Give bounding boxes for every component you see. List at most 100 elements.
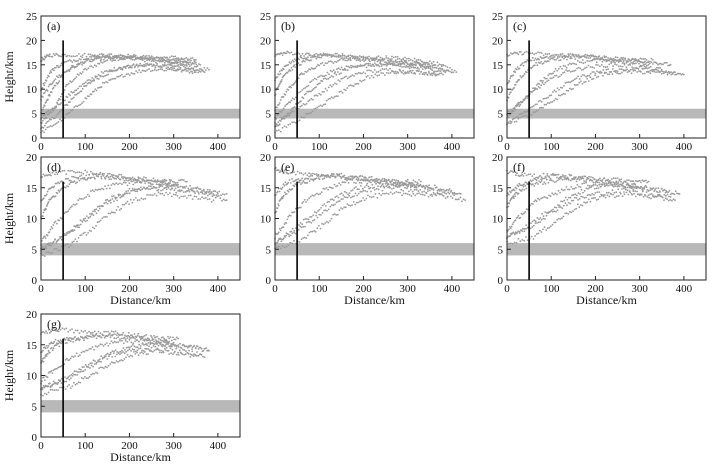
- data-point: [552, 193, 555, 196]
- data-point: [387, 179, 389, 182]
- data-point: [510, 225, 513, 228]
- data-point: [42, 376, 45, 379]
- data-point: [127, 66, 130, 69]
- data-point: [517, 117, 520, 120]
- data-point: [344, 59, 346, 62]
- data-point: [416, 67, 418, 70]
- data-point: [306, 174, 309, 177]
- data-point: [554, 54, 556, 56]
- data-point: [607, 59, 610, 62]
- data-point: [513, 197, 515, 200]
- data-point: [165, 59, 168, 62]
- data-point: [288, 112, 291, 115]
- data-point: [63, 363, 66, 366]
- data-point: [187, 346, 189, 349]
- data-point: [560, 188, 563, 191]
- data-point: [564, 177, 567, 179]
- data-point: [302, 237, 304, 239]
- data-point: [353, 56, 355, 58]
- data-point: [613, 182, 616, 185]
- data-point: [78, 368, 81, 370]
- data-point: [599, 65, 601, 68]
- data-point: [421, 73, 424, 75]
- data-point: [299, 105, 302, 108]
- data-point: [199, 188, 202, 191]
- data-point: [551, 101, 554, 103]
- data-point: [404, 56, 406, 59]
- data-point: [561, 200, 564, 203]
- data-point: [99, 74, 101, 77]
- data-point: [516, 66, 519, 68]
- data-point: [374, 73, 377, 76]
- data-point: [133, 333, 136, 335]
- data-point: [530, 235, 533, 238]
- data-point: [608, 73, 611, 76]
- data-point: [172, 193, 175, 196]
- data-point: [131, 55, 133, 57]
- data-point: [164, 182, 167, 185]
- data-point: [579, 56, 582, 59]
- data-point: [278, 119, 281, 122]
- data-point: [95, 208, 98, 211]
- data-point: [649, 65, 652, 68]
- data-point: [322, 223, 325, 226]
- data-point: [75, 203, 78, 205]
- data-point: [133, 198, 135, 201]
- data-point: [43, 255, 46, 257]
- data-point: [85, 215, 88, 218]
- data-point: [652, 187, 655, 190]
- data-point: [333, 213, 336, 216]
- data-point: [540, 197, 542, 200]
- data-point: [570, 174, 573, 177]
- data-point: [376, 74, 379, 77]
- data-point: [205, 69, 207, 71]
- data-point: [95, 173, 97, 176]
- data-point: [405, 60, 408, 63]
- data-point: [585, 56, 587, 58]
- data-point: [282, 183, 285, 186]
- data-point: [87, 53, 90, 56]
- data-point: [334, 82, 336, 85]
- data-point: [319, 104, 322, 107]
- data-point: [149, 63, 152, 66]
- data-point: [184, 64, 186, 66]
- data-point: [303, 236, 306, 239]
- data-point: [187, 187, 190, 190]
- data-point: [74, 226, 77, 228]
- data-point: [550, 54, 553, 57]
- data-point: [305, 112, 308, 115]
- data-point: [509, 242, 512, 245]
- data-point: [396, 55, 399, 58]
- data-point: [183, 68, 186, 71]
- data-point: [438, 190, 441, 192]
- data-point: [125, 179, 128, 182]
- data-point: [90, 213, 93, 216]
- data-point: [615, 191, 618, 194]
- data-point: [174, 58, 177, 60]
- data-point: [300, 116, 303, 119]
- data-point: [165, 64, 168, 67]
- data-point: [627, 60, 629, 63]
- data-point: [150, 194, 152, 196]
- data-point: [324, 62, 327, 64]
- data-point: [550, 179, 553, 182]
- data-point: [185, 56, 188, 59]
- x-tick-label: 100: [311, 141, 328, 153]
- data-point: [533, 64, 536, 67]
- data-point: [600, 71, 603, 74]
- reference-band: [41, 400, 240, 413]
- y-tick-label: 20: [492, 152, 504, 164]
- data-point: [337, 79, 340, 81]
- data-point: [345, 57, 348, 59]
- data-point: [118, 67, 120, 70]
- data-point: [280, 240, 283, 243]
- data-point: [194, 59, 197, 61]
- data-point: [162, 189, 164, 191]
- data-point: [146, 59, 149, 62]
- data-point: [133, 66, 136, 69]
- data-point: [561, 87, 564, 89]
- data-point: [308, 112, 311, 115]
- data-point: [541, 177, 544, 180]
- trajectory-series-5: [506, 176, 645, 209]
